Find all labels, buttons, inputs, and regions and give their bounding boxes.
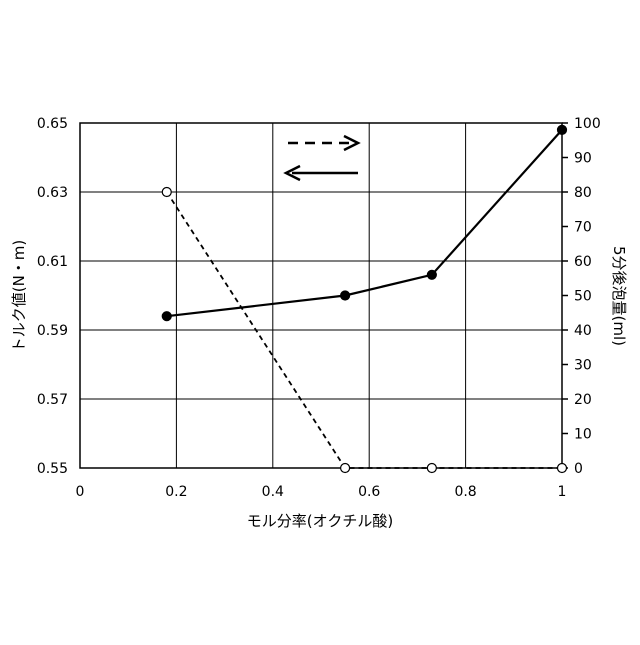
x-tick-label: 0 xyxy=(76,484,85,500)
x-axis-label: モル分率(オクチル酸) xyxy=(247,512,393,530)
y-right-tick-label: 40 xyxy=(574,323,592,339)
data-point-solid xyxy=(558,125,567,134)
x-tick-label: 0.2 xyxy=(165,484,187,500)
x-tick-label: 1 xyxy=(558,484,567,500)
data-point-solid xyxy=(162,312,171,321)
y-right-tick-label: 50 xyxy=(574,289,592,305)
y-right-tick-label: 70 xyxy=(574,220,592,236)
y-right-tick-label: 30 xyxy=(574,358,592,374)
x-tick-label: 0.6 xyxy=(358,484,380,500)
series xyxy=(162,125,566,472)
legend xyxy=(286,136,358,180)
y-right-tick-label: 100 xyxy=(574,116,601,132)
y-axis-right-label: 5分後泡量(ml) xyxy=(610,246,628,346)
y-left-tick-label: 0.55 xyxy=(37,461,68,477)
x-tick-label: 0.8 xyxy=(454,484,476,500)
plot-frame xyxy=(80,123,562,468)
data-point-dashed xyxy=(427,464,436,473)
y-axis-left-label: トルク値(N・m) xyxy=(10,240,28,353)
y-right-tick-label: 90 xyxy=(574,151,592,167)
y-right-tick-label: 10 xyxy=(574,427,592,443)
y-left-tick-label: 0.59 xyxy=(37,323,68,339)
data-point-solid xyxy=(427,270,436,279)
y-right-tick-label: 0 xyxy=(574,461,583,477)
y-left-tick-label: 0.63 xyxy=(37,185,68,201)
data-point-solid xyxy=(341,291,350,300)
y-right-tick-label: 60 xyxy=(574,254,592,270)
data-point-dashed xyxy=(162,188,171,197)
series-line-solid xyxy=(167,130,562,316)
y-right-tick-label: 80 xyxy=(574,185,592,201)
y-left-tick-label: 0.65 xyxy=(37,116,68,132)
grid xyxy=(80,123,562,468)
y-left-tick-label: 0.57 xyxy=(37,392,68,408)
x-tick-label: 0.4 xyxy=(262,484,284,500)
data-point-dashed xyxy=(558,464,567,473)
data-point-dashed xyxy=(341,464,350,473)
y-right-tick-label: 20 xyxy=(574,392,592,408)
y-left-tick-label: 0.61 xyxy=(37,254,68,270)
